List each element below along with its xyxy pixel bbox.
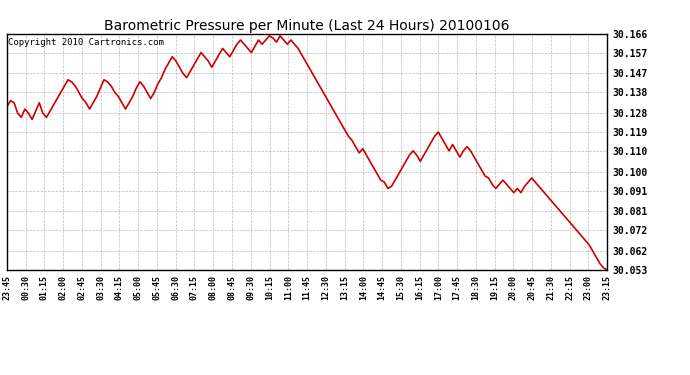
Text: Copyright 2010 Cartronics.com: Copyright 2010 Cartronics.com xyxy=(8,39,164,48)
Title: Barometric Pressure per Minute (Last 24 Hours) 20100106: Barometric Pressure per Minute (Last 24 … xyxy=(104,19,510,33)
